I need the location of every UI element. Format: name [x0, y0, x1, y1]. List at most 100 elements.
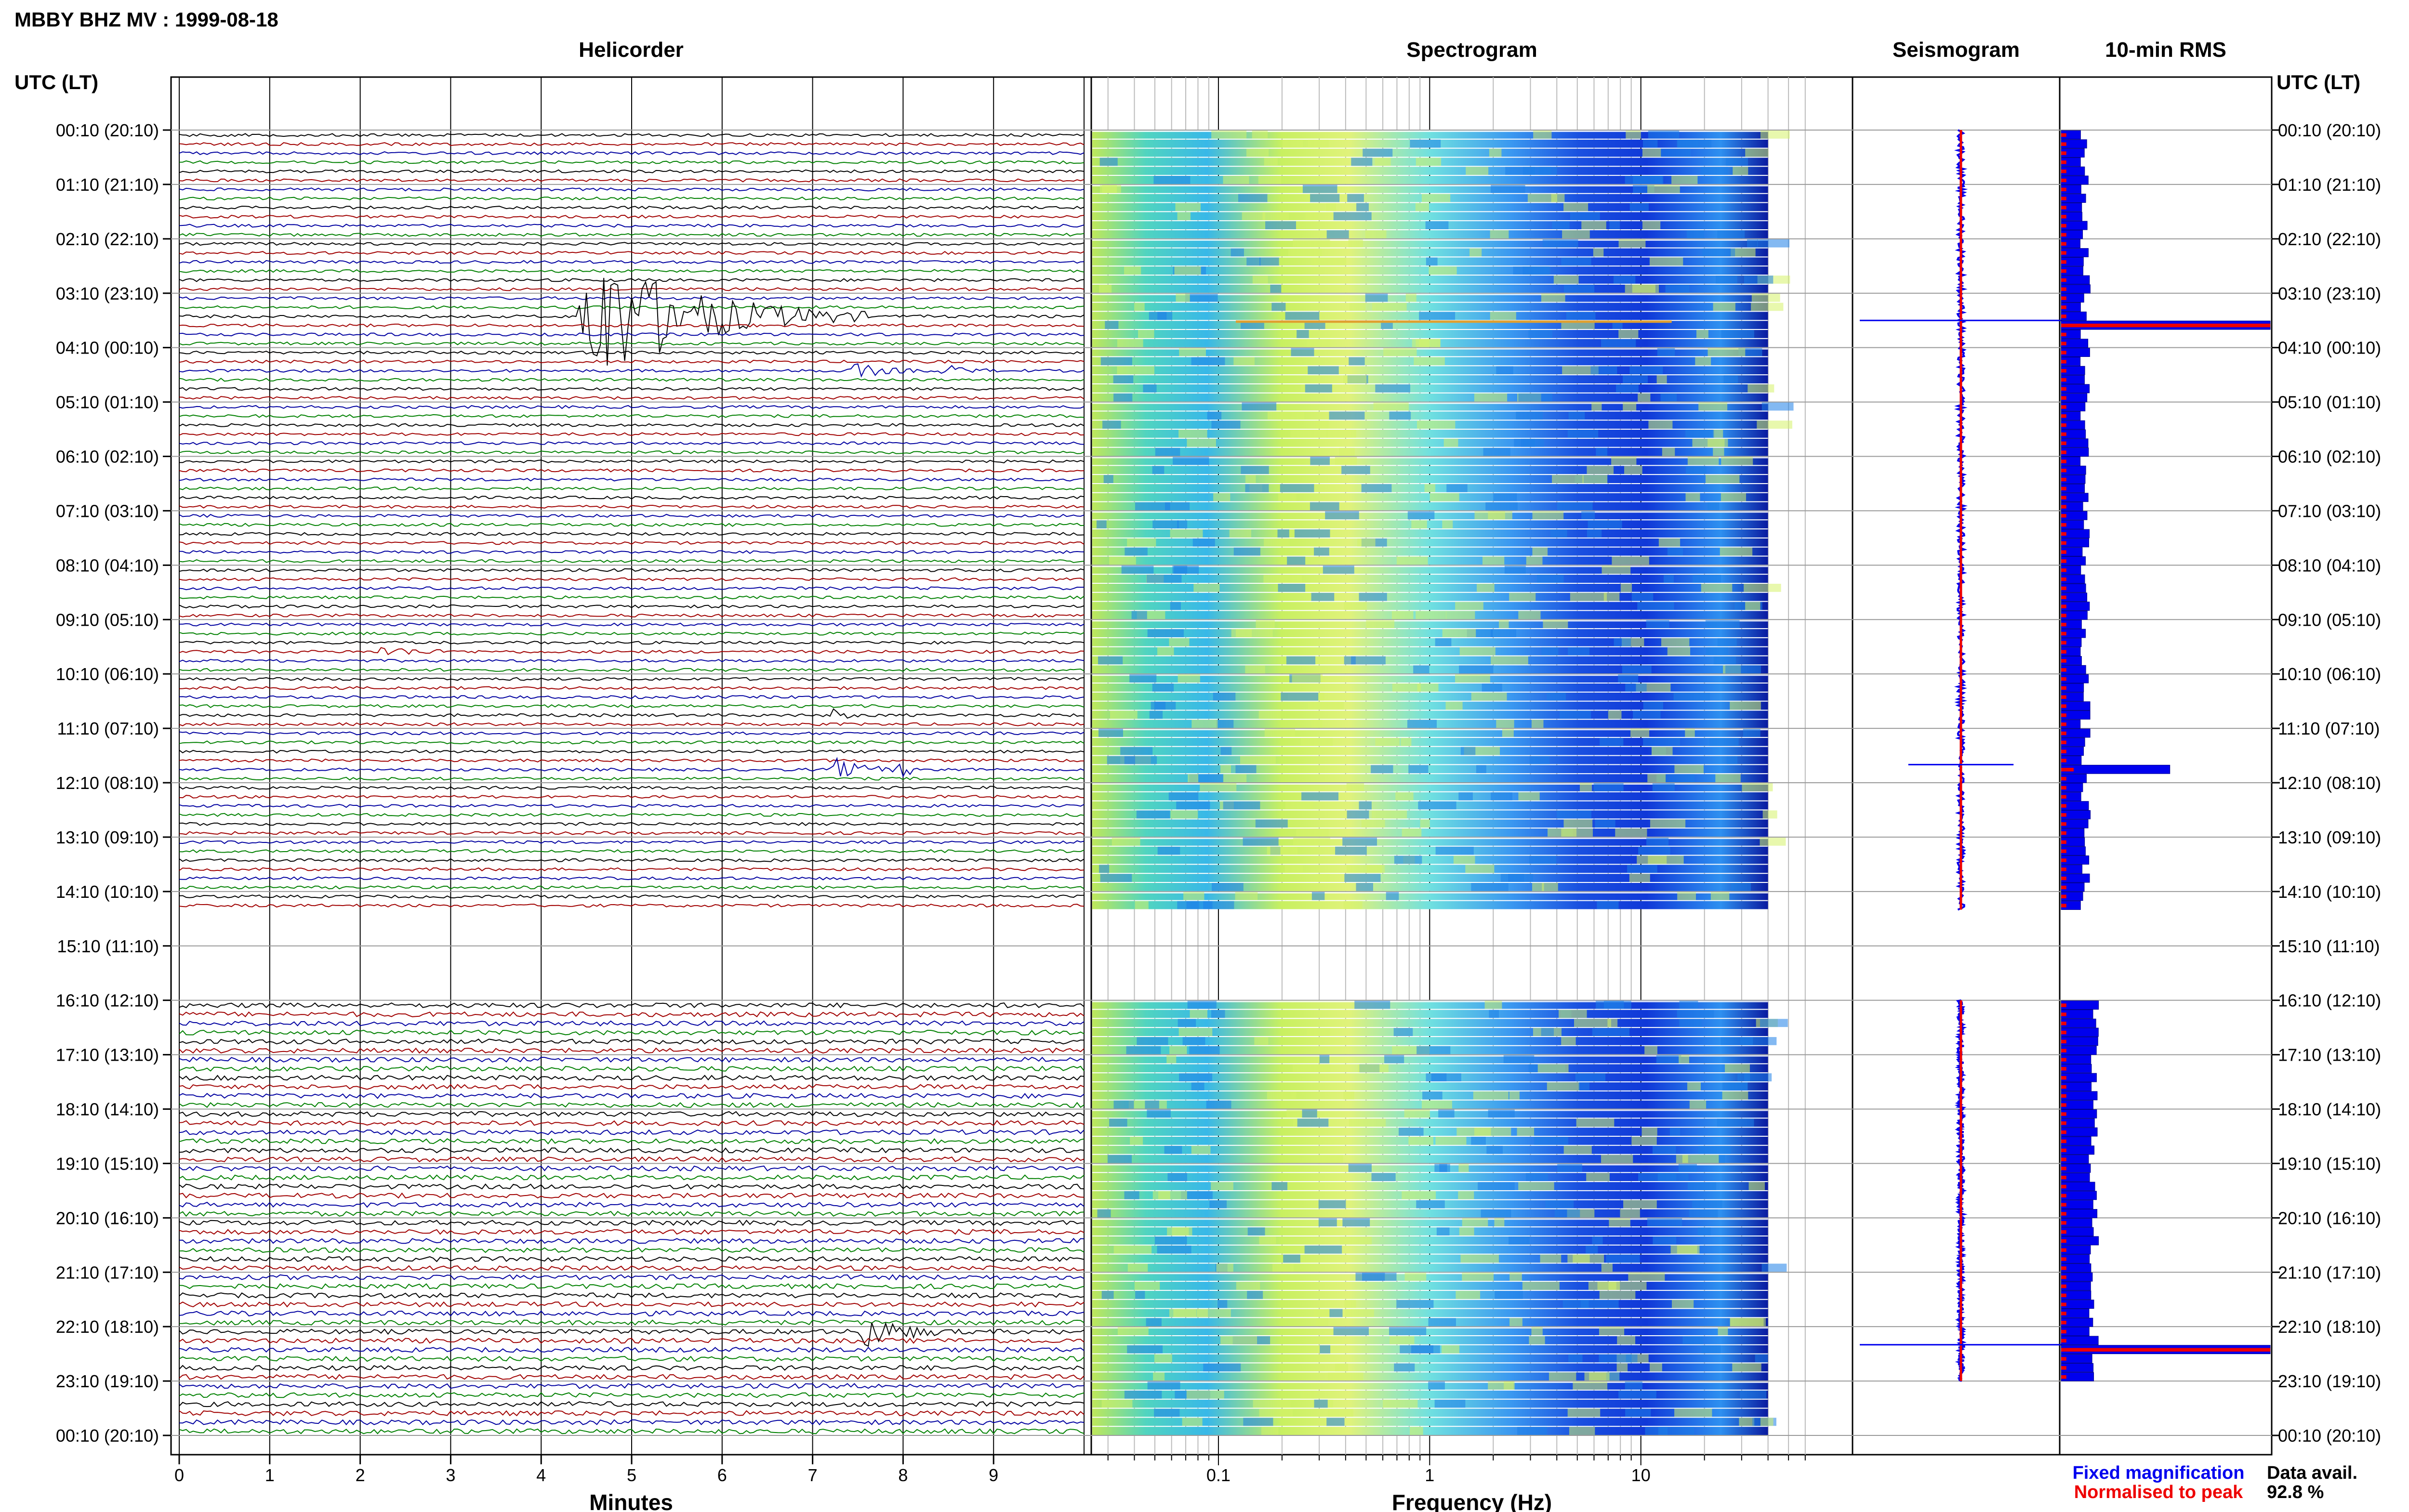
helicorder-trace: [179, 1102, 1085, 1108]
spectrogram-speckle: [1532, 883, 1544, 891]
time-label-right: 15:10 (11:10): [2278, 936, 2380, 956]
spectrogram-row: [1092, 729, 1768, 737]
rms-normalised-bar: [2061, 1239, 2066, 1243]
spectrogram-speckle: [1307, 1028, 1330, 1036]
spectrogram-speckle: [1541, 1028, 1554, 1036]
spectrogram-row: [1092, 1082, 1768, 1091]
spectrogram-speckle: [1426, 257, 1438, 266]
spectrogram-speckle: [1710, 892, 1730, 900]
rms-normalised-bar: [2061, 559, 2066, 563]
spectrogram-speckle: [1568, 647, 1589, 656]
spectrogram-speckle: [1679, 1019, 1702, 1027]
spectrogram-speckle: [1113, 1245, 1152, 1254]
spectrogram-speckle: [1685, 729, 1695, 737]
spectrogram-speckle: [1599, 1354, 1632, 1363]
spectrogram-speckle: [1745, 148, 1769, 157]
spectrogram-speckle: [1268, 411, 1305, 420]
spectrogram-speckle: [1629, 366, 1663, 375]
spectrogram-speckle: [1761, 402, 1794, 411]
spectrogram-speckle: [1730, 1318, 1764, 1327]
spectrogram-speckle: [1685, 493, 1700, 501]
helicorder-trace: [179, 876, 1085, 881]
rms-normalised-bar: [2061, 1203, 2066, 1207]
spectrogram-speckle: [1173, 457, 1209, 465]
spectrogram-speckle: [1372, 302, 1407, 311]
spectrogram-speckle: [1646, 620, 1669, 629]
spectrogram-speckle: [1532, 547, 1548, 556]
spectrogram-speckle: [1458, 792, 1473, 801]
spectrogram-speckle: [1541, 293, 1565, 302]
helicorder-trace: [179, 1020, 1085, 1026]
time-label-right: 06:10 (02:10): [2278, 447, 2381, 467]
spectrogram-speckle: [1618, 239, 1646, 248]
spectrogram-speckle: [1188, 774, 1199, 782]
spectrogram-speckle: [1547, 1082, 1580, 1091]
spectrogram-speckle: [1167, 1227, 1192, 1236]
spectrogram-speckle: [1342, 837, 1377, 846]
spectrogram-speckle: [1326, 230, 1349, 238]
spectrogram-speckle: [1235, 765, 1257, 774]
spectrogram-speckle: [1473, 1091, 1509, 1100]
spectrogram-speckle: [1509, 1236, 1530, 1245]
rms-normalised-bar: [2061, 831, 2066, 835]
spectrogram-speckle: [1650, 819, 1686, 828]
spectrogram-speckle: [1612, 556, 1649, 565]
spectrogram-speckle: [1414, 357, 1445, 366]
spectrogram-speckle: [1349, 357, 1365, 366]
spectrogram-speckle: [1177, 212, 1191, 221]
spectrogram-speckle: [1254, 1037, 1269, 1045]
spectrogram-speckle: [1178, 1019, 1196, 1027]
spectrogram-speckle: [1586, 1245, 1598, 1254]
spectrogram-speckle: [1460, 747, 1476, 755]
spectrogram-speckle: [1200, 783, 1237, 791]
spectrogram-speckle: [1742, 783, 1773, 791]
rms-normalised-bar: [2061, 360, 2066, 364]
spectrogram-speckle: [1109, 556, 1136, 565]
helicorder-trace: [179, 858, 1085, 863]
spectrogram-speckle: [1672, 1300, 1694, 1308]
time-label-right: 22:10 (18:10): [2278, 1317, 2381, 1337]
spectrogram-speckle: [1644, 1046, 1658, 1054]
spectrogram-title: Spectrogram: [1406, 38, 1537, 62]
spectrogram-speckle: [1518, 611, 1541, 619]
spectrogram-speckle: [1264, 729, 1296, 737]
rms-normalised-bar: [2061, 1230, 2066, 1234]
spectrogram-speckle: [1417, 421, 1456, 429]
spectrogram-row: [1092, 430, 1768, 438]
helicorder-trace: [179, 1047, 1085, 1054]
helicorder-trace: [179, 160, 1085, 164]
helicorder-trace: [179, 1265, 1085, 1272]
spectrogram-row: [1092, 248, 1768, 257]
spectrogram-speckle: [1356, 203, 1369, 211]
spectrogram-speckle: [1542, 239, 1578, 248]
spectrogram-speckle: [1726, 158, 1748, 166]
spectrogram-speckle: [1429, 266, 1457, 275]
spectrogram-speckle: [1344, 656, 1356, 665]
rms-normalised-bar: [2061, 1275, 2066, 1279]
time-label-left: 17:10 (13:10): [56, 1045, 159, 1065]
helicorder-trace: [179, 577, 1085, 581]
spectrogram-speckle: [1347, 810, 1369, 819]
spectrogram-speckle: [1315, 421, 1329, 429]
spectrogram-speckle: [1399, 1128, 1424, 1136]
spectrogram-speckle: [1339, 1236, 1372, 1245]
spectrogram-speckle: [1456, 1290, 1481, 1299]
spectrogram-speckle: [1296, 828, 1329, 837]
spectrogram-speckle: [1428, 1318, 1456, 1327]
spectrogram-speckle: [1290, 430, 1328, 438]
spectrogram-speckle: [1361, 484, 1392, 492]
spectrogram-speckle: [1101, 1290, 1114, 1299]
spectrogram-speckle: [1347, 194, 1364, 202]
time-label-right: 07:10 (03:10): [2278, 501, 2381, 521]
spectrogram-speckle: [1165, 502, 1190, 511]
rms-normalised-bar: [2061, 686, 2066, 690]
rms-normalised-bar: [2061, 840, 2066, 844]
spectrogram-speckle: [1431, 1073, 1461, 1082]
spectrogram-speckle: [1469, 248, 1482, 257]
rms-normalised-bar: [2061, 1058, 2066, 1062]
spectrogram-speckle: [1417, 683, 1439, 692]
helicorder-trace: [179, 686, 1085, 690]
spectrogram-speckle: [1192, 538, 1215, 547]
helicorder-trace: [179, 1256, 1085, 1262]
utc-lt-label-right: UTC (LT): [2277, 71, 2360, 93]
